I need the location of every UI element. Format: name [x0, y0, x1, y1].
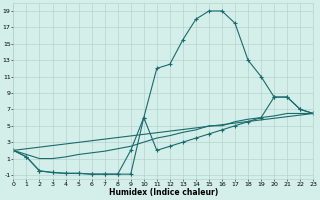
X-axis label: Humidex (Indice chaleur): Humidex (Indice chaleur)	[109, 188, 218, 197]
